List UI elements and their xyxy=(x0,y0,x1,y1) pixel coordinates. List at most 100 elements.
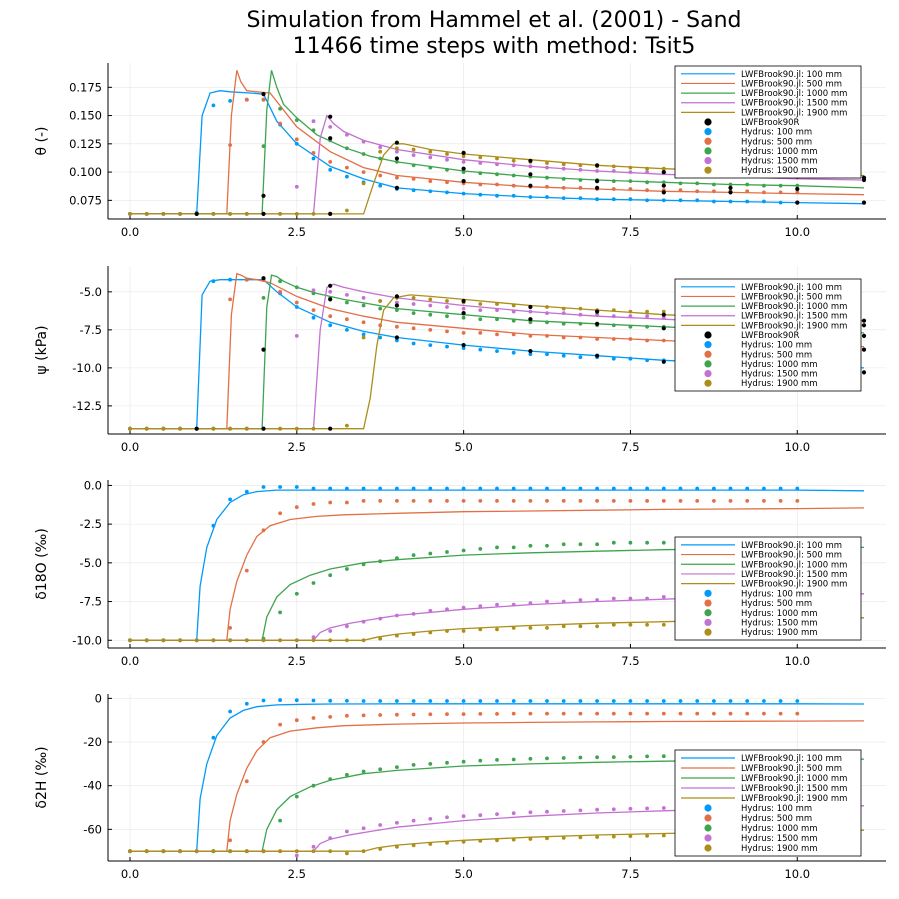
data-point xyxy=(778,699,783,703)
data-point xyxy=(728,499,733,503)
data-point xyxy=(762,699,766,703)
data-point xyxy=(645,711,649,716)
data-point xyxy=(611,834,616,839)
data-point xyxy=(228,638,233,643)
data-point xyxy=(345,713,349,718)
data-point xyxy=(278,638,282,643)
data-point xyxy=(611,499,616,503)
data-point xyxy=(628,699,633,703)
data-point xyxy=(645,834,649,838)
data-point xyxy=(328,136,333,141)
data-point xyxy=(178,426,183,431)
data-point xyxy=(495,172,499,177)
data-point xyxy=(611,699,616,703)
data-point xyxy=(211,849,216,854)
data-point xyxy=(461,343,466,348)
data-point xyxy=(478,813,483,818)
x-tick-label: 2.5 xyxy=(288,440,306,454)
data-point xyxy=(294,141,299,146)
data-point xyxy=(378,173,383,178)
data-point xyxy=(661,833,666,838)
data-point xyxy=(495,349,499,353)
data-point xyxy=(545,161,549,165)
data-point xyxy=(294,485,299,489)
data-point xyxy=(528,304,533,310)
y-axis-label: ψ (kPa) xyxy=(34,325,50,374)
data-point xyxy=(311,291,316,296)
data-point xyxy=(211,426,216,431)
data-point xyxy=(461,839,466,844)
data-point xyxy=(178,638,183,643)
data-point xyxy=(661,180,666,185)
series-line xyxy=(130,703,865,852)
data-point xyxy=(478,308,483,312)
data-point xyxy=(261,97,266,102)
data-point xyxy=(661,595,666,599)
series-line xyxy=(130,90,865,215)
data-point xyxy=(645,486,649,491)
data-point xyxy=(712,199,716,204)
data-point xyxy=(478,161,483,165)
data-point xyxy=(545,305,549,309)
data-point xyxy=(745,699,750,703)
data-point xyxy=(361,170,366,175)
data-point xyxy=(194,638,199,643)
data-point xyxy=(261,92,266,97)
data-point xyxy=(411,296,416,300)
data-point xyxy=(578,321,583,326)
legend-label: LWFBrook90R xyxy=(741,118,800,128)
data-point xyxy=(478,317,483,322)
data-point xyxy=(211,735,216,740)
data-point xyxy=(445,299,449,303)
data-point xyxy=(495,193,499,198)
data-point xyxy=(345,500,349,505)
data-point xyxy=(294,300,299,305)
data-point xyxy=(428,343,433,347)
data-point xyxy=(561,162,566,167)
data-point xyxy=(545,543,549,548)
data-point xyxy=(611,164,616,169)
data-point xyxy=(461,486,466,491)
data-point xyxy=(561,599,566,604)
data-point xyxy=(478,486,483,491)
data-point xyxy=(461,814,466,819)
data-point xyxy=(511,486,516,491)
data-point xyxy=(411,153,416,158)
data-point xyxy=(578,499,583,503)
legend-label: Hydrus: 1500 mm xyxy=(741,618,818,628)
data-point xyxy=(428,149,433,154)
data-point xyxy=(211,523,216,528)
data-point xyxy=(261,849,266,854)
data-point xyxy=(428,303,433,308)
data-point xyxy=(528,756,533,761)
data-point xyxy=(695,181,700,186)
data-point xyxy=(561,486,566,491)
data-point xyxy=(394,185,399,190)
data-point xyxy=(628,834,633,838)
data-point xyxy=(411,177,416,181)
data-point xyxy=(328,167,333,172)
data-point xyxy=(361,152,366,156)
data-point xyxy=(278,818,282,823)
data-point xyxy=(361,769,366,774)
data-point xyxy=(395,765,399,769)
data-point xyxy=(428,165,433,170)
data-point xyxy=(461,499,466,503)
data-point xyxy=(278,698,282,702)
data-point xyxy=(595,337,599,341)
data-point xyxy=(511,183,516,188)
data-point xyxy=(345,423,349,428)
data-point xyxy=(511,309,516,314)
data-point xyxy=(411,302,416,306)
data-point xyxy=(545,320,549,325)
data-point xyxy=(595,169,599,173)
data-point xyxy=(394,335,399,340)
data-point xyxy=(661,338,666,343)
data-point xyxy=(278,485,282,489)
data-point xyxy=(345,624,349,629)
data-point xyxy=(661,622,666,627)
y-tick-label: 0.075 xyxy=(69,193,102,207)
x-tick-label: 5.0 xyxy=(454,654,472,668)
data-point xyxy=(144,849,149,854)
legend-dot-swatch xyxy=(704,341,712,349)
